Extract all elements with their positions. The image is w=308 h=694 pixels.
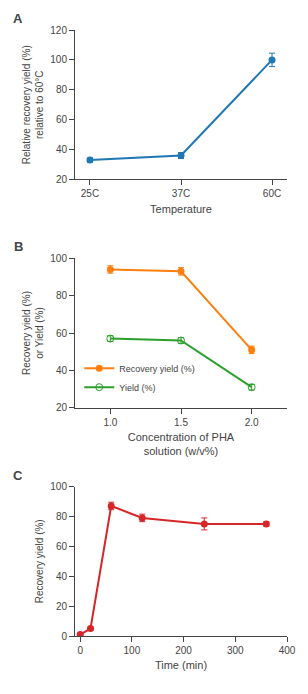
svg-text:1.0: 1.0 [103,417,117,428]
svg-text:40: 40 [56,571,68,582]
svg-text:Recovery yield (%)or Yield (%): Recovery yield (%)or Yield (%) [21,291,45,375]
svg-text:Time (min): Time (min) [155,659,207,671]
svg-text:Recovery yield (%): Recovery yield (%) [34,519,45,603]
svg-text:C: C [13,468,23,483]
svg-text:1.5: 1.5 [174,417,188,428]
svg-text:25C: 25C [81,188,99,199]
svg-text:37C: 37C [172,188,190,199]
svg-text:20: 20 [56,601,68,612]
svg-text:60C: 60C [263,188,281,199]
svg-text:20: 20 [56,174,68,185]
svg-text:100: 100 [50,54,67,65]
svg-text:400: 400 [279,645,296,656]
svg-text:200: 200 [175,645,192,656]
svg-text:0: 0 [61,631,67,642]
svg-text:40: 40 [56,365,68,376]
svg-text:Temperature: Temperature [150,203,212,215]
svg-text:A: A [13,11,23,26]
svg-text:Yield (%): Yield (%) [119,383,155,393]
svg-text:2.0: 2.0 [245,417,259,428]
svg-text:100: 100 [50,481,67,492]
svg-text:Concentration of PHAsolution (: Concentration of PHAsolution (w/v%) [128,431,235,457]
svg-text:Recovery yield (%): Recovery yield (%) [119,364,195,374]
svg-text:60: 60 [56,328,68,339]
svg-text:80: 80 [56,290,68,301]
svg-text:100: 100 [50,253,67,264]
svg-text:0: 0 [77,645,83,656]
svg-text:20: 20 [56,402,68,413]
svg-text:B: B [14,239,23,254]
svg-text:80: 80 [56,511,68,522]
svg-text:40: 40 [56,144,68,155]
svg-text:Relative recovery yield (%)rel: Relative recovery yield (%)relative to 6… [21,45,45,164]
svg-text:60: 60 [56,541,68,552]
svg-text:120: 120 [50,25,67,36]
svg-text:60: 60 [56,114,68,125]
svg-text:80: 80 [56,84,68,95]
svg-text:100: 100 [124,645,141,656]
svg-text:300: 300 [227,645,244,656]
